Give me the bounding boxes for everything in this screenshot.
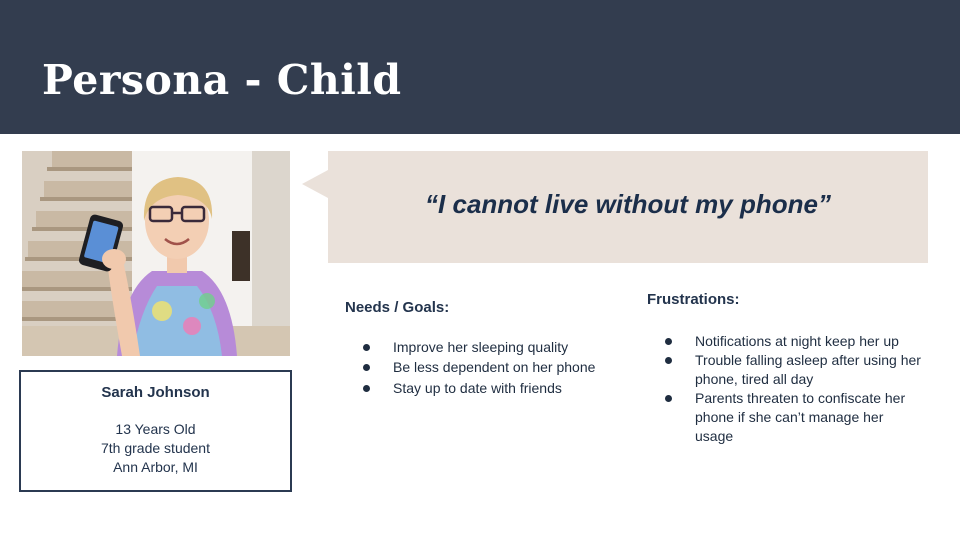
profile-card: Sarah Johnson 13 Years Old 7th grade stu…: [19, 370, 292, 492]
needs-item-text: Be less dependent on her phone: [393, 359, 595, 375]
persona-age: 13 Years Old: [21, 420, 290, 439]
frustration-item-text: Parents threaten to confiscate her phone…: [695, 390, 905, 444]
list-item: Parents threaten to confiscate her phone…: [662, 389, 922, 446]
quote-bubble: “I cannot live without my phone”: [328, 151, 928, 263]
list-item: Stay up to date with friends: [360, 379, 630, 398]
bullet-icon: [363, 385, 370, 392]
needs-item-text: Improve her sleeping quality: [393, 339, 568, 355]
bullet-icon: [665, 357, 672, 364]
list-item: Be less dependent on her phone: [360, 358, 630, 377]
frustrations-list: Notifications at night keep her up Troub…: [662, 332, 922, 446]
bullet-icon: [363, 344, 370, 351]
persona-name: Sarah Johnson: [21, 384, 290, 401]
bullet-icon: [363, 364, 370, 371]
list-item: Improve her sleeping quality: [360, 338, 630, 357]
quote-bubble-tail: [302, 170, 328, 198]
persona-grade: 7th grade student: [21, 439, 290, 458]
frustration-item-text: Notifications at night keep her up: [695, 333, 899, 349]
slide-title: Persona - Child: [42, 58, 402, 103]
bullet-icon: [665, 395, 672, 402]
title-bar: Persona - Child: [0, 0, 960, 134]
frustration-item-text: Trouble falling asleep after using her p…: [695, 352, 921, 387]
needs-item-text: Stay up to date with friends: [393, 380, 562, 396]
bullet-icon: [665, 338, 672, 345]
needs-goals-list: Improve her sleeping quality Be less dep…: [360, 338, 630, 399]
list-item: Notifications at night keep her up: [662, 332, 922, 351]
list-item: Trouble falling asleep after using her p…: [662, 351, 922, 389]
persona-photo: [22, 151, 290, 356]
persona-location: Ann Arbor, MI: [21, 458, 290, 477]
persona-quote: “I cannot live without my phone”: [328, 189, 928, 220]
persona-details: 13 Years Old 7th grade student Ann Arbor…: [21, 420, 290, 477]
frustrations-heading: Frustrations:: [647, 291, 740, 308]
needs-goals-heading: Needs / Goals:: [345, 299, 449, 316]
